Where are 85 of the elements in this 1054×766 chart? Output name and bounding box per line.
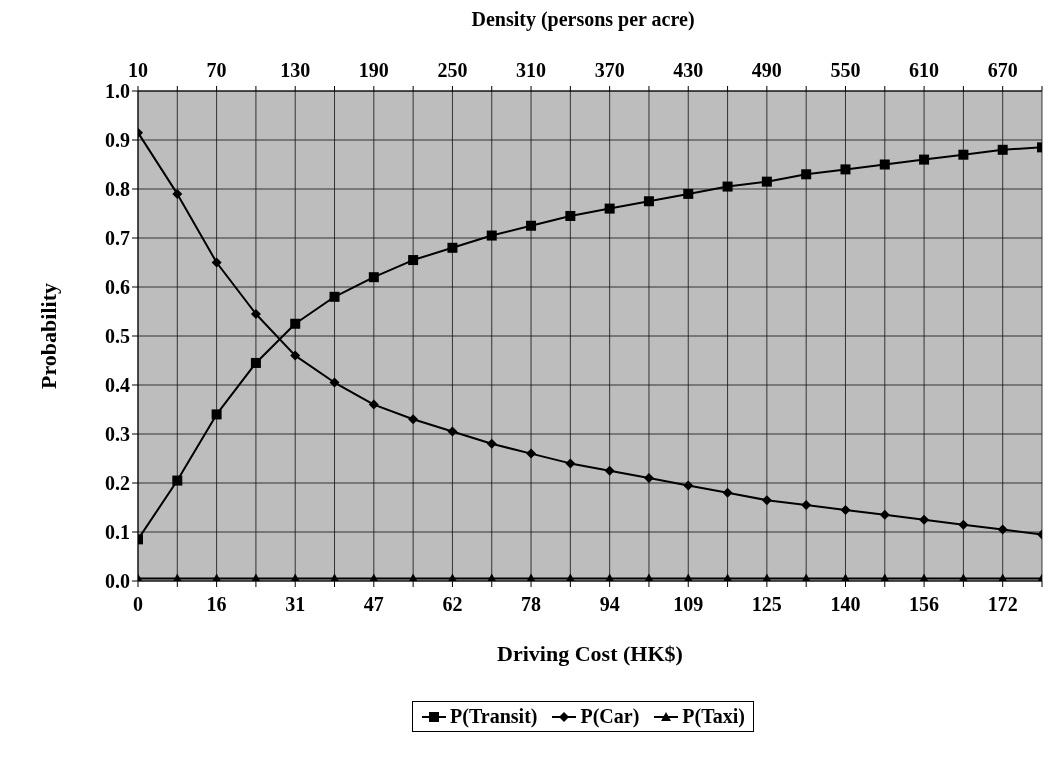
point [604, 203, 615, 214]
x2-tick-label: 490 [751, 59, 782, 81]
point [840, 164, 851, 175]
x-tick-label: 109 [673, 593, 704, 615]
x-tick-label: 31 [285, 593, 306, 615]
x2-tick-label: 370 [594, 59, 625, 81]
x2-tick-label: 550 [830, 59, 861, 81]
y-tick-label: 0.6 [105, 276, 130, 299]
point [997, 524, 1008, 535]
x-tick-label: 47 [363, 593, 384, 615]
point [801, 169, 812, 180]
x2-tick-label: 190 [358, 59, 389, 81]
point [211, 257, 222, 268]
point [250, 308, 261, 319]
point [526, 220, 537, 231]
x2-tick-label: 70 [206, 59, 227, 81]
point [722, 487, 733, 498]
y-tick-label: 0.7 [105, 227, 130, 250]
point [565, 458, 576, 469]
legend-label: P(Transit) [450, 705, 538, 728]
x-tick-label: 156 [909, 593, 940, 615]
x2-tick-label: 610 [909, 59, 940, 81]
x-tick-label: 172 [987, 593, 1018, 615]
x2-tick-label: 10 [128, 59, 148, 81]
point [958, 519, 969, 530]
point [761, 495, 772, 506]
point [919, 514, 930, 525]
point [172, 188, 183, 199]
point [879, 509, 890, 520]
point [329, 291, 340, 302]
y-tick-label: 0.0 [105, 570, 130, 593]
point [290, 318, 301, 329]
x2-tick-label: 310 [516, 59, 547, 81]
y-axis-title: Probability [35, 283, 61, 389]
point [408, 414, 419, 425]
y-tick-label: 0.2 [105, 472, 130, 495]
point [761, 176, 772, 187]
x-axis-title: Driving Cost (HK$) [497, 641, 683, 666]
y-tick-label: 0.3 [105, 423, 130, 446]
legend-label: P(Car) [580, 705, 640, 728]
x-tick-label: 0 [133, 593, 143, 615]
point [486, 230, 497, 241]
point [486, 438, 497, 449]
x2-tick-label: 130 [280, 59, 311, 81]
point [643, 196, 654, 207]
point [683, 480, 694, 491]
point [643, 473, 654, 484]
x2-tick-label: 250 [437, 59, 468, 81]
legend-label: P(Taxi) [682, 705, 745, 728]
point [408, 255, 419, 266]
x2-axis-title: Density (persons per acre) [470, 8, 696, 31]
point [368, 399, 379, 410]
x-tick-label: 62 [442, 593, 463, 615]
point [526, 448, 537, 459]
point [997, 144, 1008, 155]
y-tick-label: 0.8 [105, 178, 130, 201]
point [722, 181, 733, 192]
point [840, 504, 851, 515]
y-tick-label: 0.9 [105, 129, 130, 152]
point [683, 188, 694, 199]
point [211, 409, 222, 420]
point [447, 242, 458, 253]
point [172, 475, 183, 486]
point [329, 377, 340, 388]
y-tick-label: 0.5 [105, 325, 130, 348]
y-tick-label: 0.1 [105, 521, 130, 544]
x-tick-label: 140 [830, 593, 861, 615]
x2-tick-label: 430 [673, 59, 704, 81]
point [290, 350, 301, 361]
point [919, 154, 930, 165]
y-tick-label: 1.0 [105, 80, 130, 103]
point [250, 357, 261, 368]
point [879, 159, 890, 170]
point [604, 465, 615, 476]
point [447, 426, 458, 437]
point [565, 210, 576, 221]
point [801, 500, 812, 511]
x2-tick-label: 670 [987, 59, 1018, 81]
x-tick-label: 78 [521, 593, 542, 615]
point [368, 272, 379, 283]
y-tick-label: 0.4 [105, 374, 130, 397]
x-tick-label: 16 [206, 593, 227, 615]
point [958, 149, 969, 160]
x-tick-label: 94 [599, 593, 620, 615]
x-tick-label: 125 [751, 593, 782, 615]
